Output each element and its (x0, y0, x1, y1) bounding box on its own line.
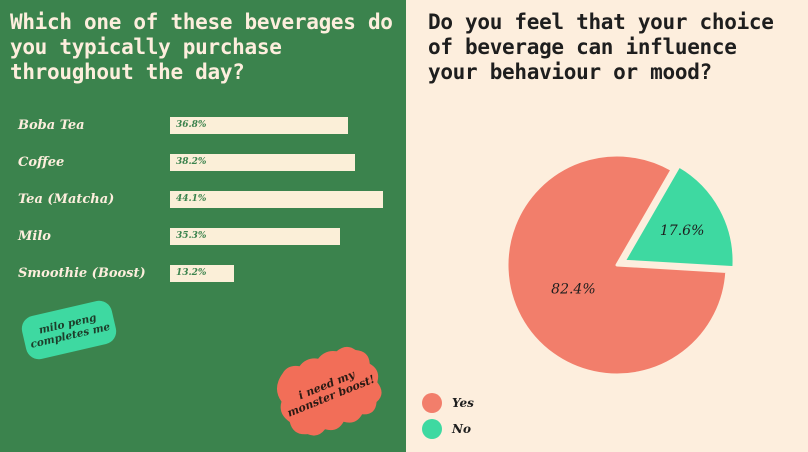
bar: 13.2% (170, 265, 234, 282)
bar-value-label: 13.2% (176, 268, 207, 278)
pie-value-label: 17.6% (660, 223, 704, 239)
pie-slice-no (622, 164, 736, 270)
left-panel: Which one of these beverages do you typi… (0, 0, 406, 452)
legend-item-yes: Yes (422, 392, 474, 414)
legend-swatch (422, 393, 442, 413)
pie-chart-title: Do you feel that your choice of beverage… (428, 10, 774, 84)
bar-value-label: 44.1% (176, 194, 207, 204)
bar-value-label: 35.3% (176, 231, 207, 241)
pie-chart: 82.4% 17.6% (505, 153, 736, 377)
bar: 36.8% (170, 117, 348, 134)
bar: 44.1% (170, 191, 383, 208)
sticker-blob-shape (276, 346, 382, 436)
bar-category-label: Coffee (18, 155, 65, 170)
bar: 35.3% (170, 228, 341, 245)
pie-slice-yes (505, 153, 729, 377)
bar-category-label: Milo (18, 229, 51, 244)
bar-category-label: Tea (Matcha) (18, 192, 115, 207)
bar-chart-title: Which one of these beverages do you typi… (10, 10, 393, 84)
sticker-monster: i need my monster boost! (261, 331, 396, 451)
sticker-milo: milo peng completes me (19, 298, 119, 362)
bar: 38.2% (170, 154, 355, 171)
legend-swatch (422, 419, 442, 439)
legend-label: Yes (452, 396, 474, 410)
right-panel: Do you feel that your choice of beverage… (406, 0, 808, 452)
legend-item-no: No (422, 418, 471, 440)
legend-label: No (452, 422, 471, 436)
bar-category-label: Boba Tea (18, 118, 85, 133)
bar-value-label: 36.8% (176, 120, 207, 130)
bar-value-label: 38.2% (176, 157, 207, 167)
sticker-monster-text: i need my monster boost! (285, 367, 377, 420)
pie-value-label: 82.4% (551, 281, 595, 297)
bar-category-label: Smoothie (Boost) (18, 266, 146, 281)
sticker-milo-text: milo peng completes me (29, 311, 112, 351)
